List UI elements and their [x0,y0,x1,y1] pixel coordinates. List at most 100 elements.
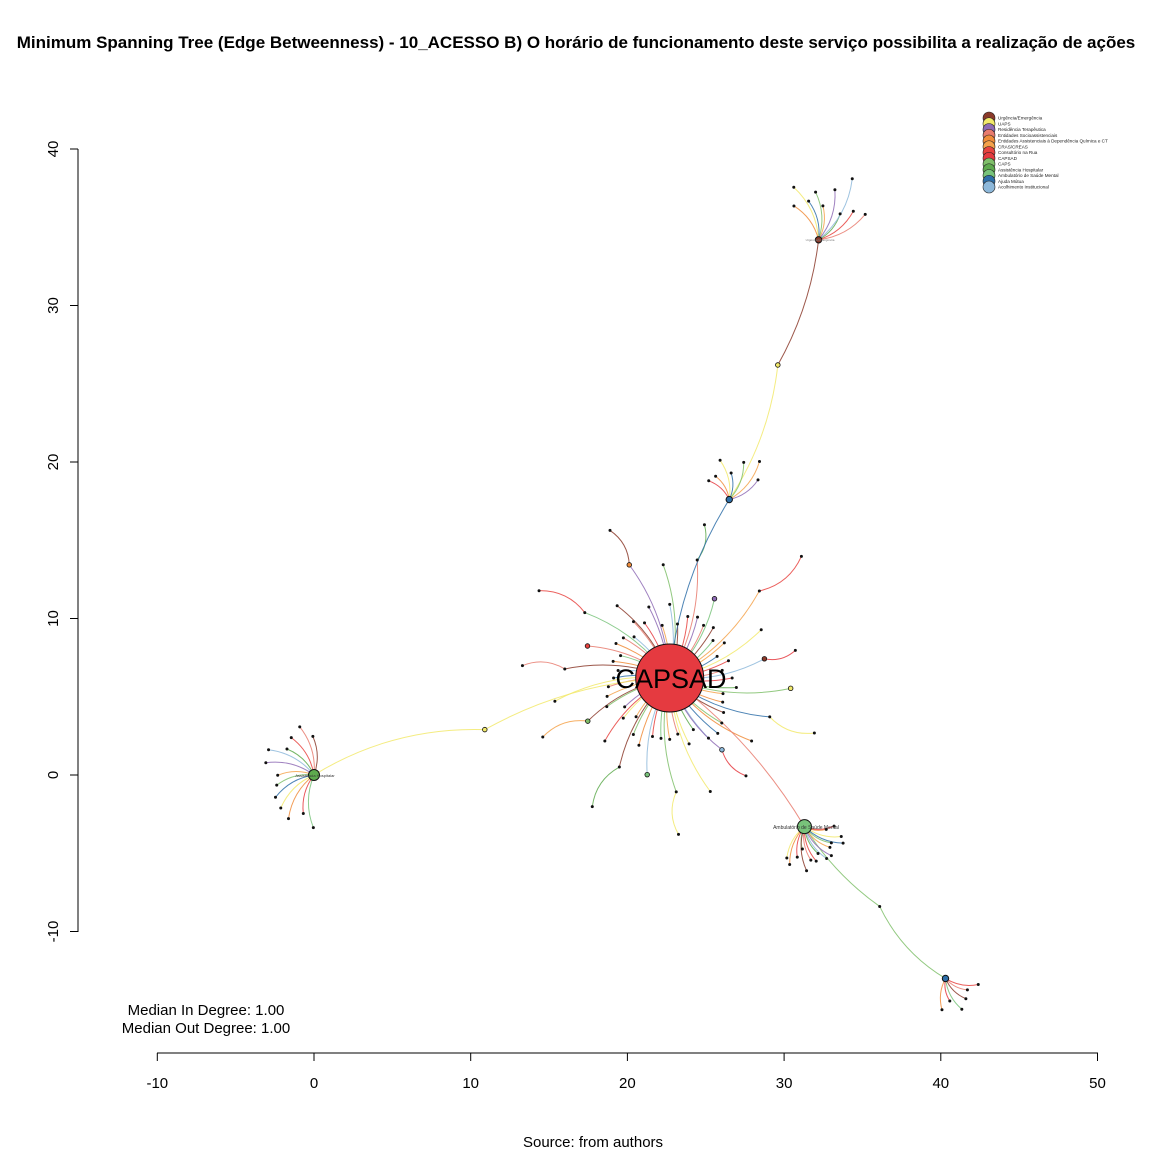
leaf-node [716,731,720,735]
leaf-node [520,664,524,668]
graph-edge [728,364,779,500]
leaf-node [800,847,804,851]
leaf-node [863,212,867,216]
leaf-node [708,790,712,794]
leaf-node [792,185,796,189]
leaf-node [621,716,625,720]
leaf-node [964,997,968,1001]
leaf-node [720,668,724,672]
leaf-node [623,705,627,709]
y-tick-label: -10 [45,921,62,943]
x-tick-label: 0 [310,1075,318,1092]
leaf-node [676,732,680,736]
legend-label: Entidades Socioassistenciais [998,133,1058,138]
intermediate-node [644,771,650,778]
leaf-node [537,589,541,593]
leaf-node [706,736,710,740]
center-node [635,643,705,713]
hub-node [814,236,823,244]
graph-edge [818,213,866,241]
leaf-node [805,869,809,873]
legend-label: CAPSAD [998,156,1018,161]
x-tick-label: 10 [462,1075,479,1092]
y-ticks: -10 0 10 20 30 40 [45,141,78,943]
leaf-node [634,715,638,719]
leaf-node [878,904,882,908]
leaf-node [824,827,828,831]
center-node-label: CAPSAD [615,664,726,694]
x-tick-label: -10 [146,1075,168,1092]
hub-label-hospital: Assistência Hospitalar [295,773,335,778]
leaf-node [677,832,681,836]
leaf-node [311,734,315,738]
leaf-node [715,654,719,658]
leaf-node [583,611,587,615]
leaf-node [606,685,610,689]
y-tick-label: 30 [45,297,62,314]
legend-label: UAPS [998,121,1011,126]
leaf-node [267,748,271,752]
leaf-node [275,783,279,787]
leaf-node [274,795,278,799]
graph-edge [777,239,820,366]
leaf-node [668,602,672,606]
leaf-node [839,835,843,839]
hub-node [308,769,320,781]
graph-edge [759,556,802,592]
leaf-node [726,659,730,663]
intermediate-node [761,656,768,662]
leaf-node [832,824,836,828]
leaf-node [807,199,811,203]
intermediate-node [719,747,725,753]
legend-label: CAPS [998,162,1011,167]
leaf-node [590,805,594,809]
intermediate-node [482,726,488,733]
leaf-node [799,554,803,558]
leaf-node [298,725,302,729]
leaf-node [311,826,315,830]
plot-title: Minimum Spanning Tree (Edge Betweenness)… [17,33,1136,52]
leaf-node [661,563,665,567]
leaf-node [286,817,290,821]
graph-edge [818,210,854,241]
leaf-node [722,641,726,645]
graph-edge [721,749,747,777]
leaf-node [637,743,641,747]
leaf-node [960,1007,964,1011]
leaf-node [616,669,620,673]
leaf-node [614,641,618,645]
leaf-node [276,773,280,777]
leaf-node [686,614,690,618]
y-tick-label: 10 [45,610,62,627]
leaf-node [718,458,722,462]
leaf-node [821,204,825,208]
legend-label: Ambulatório de Saúde Mental [998,173,1059,178]
leaf-node [750,739,754,743]
leaf-node [660,623,664,627]
legend-label: Ajuda Mútua [998,179,1024,184]
leaf-node [795,855,799,859]
nodes [264,177,980,1012]
leaf-node [711,639,715,643]
leaf-node [612,676,616,680]
leaf-node [702,523,706,527]
leaf-node [279,806,283,810]
graph-edge [671,791,679,835]
leaf-node [711,626,715,630]
legend-label: Assistência Hospitalar [998,167,1044,172]
graph-edge [522,661,566,670]
leaf-node [696,615,700,619]
leaf-node [940,1008,944,1012]
leaf-node [744,774,748,778]
leaf-node [605,705,609,709]
leaf-node [812,731,816,735]
leaf-node [553,699,557,703]
leaf-node [841,841,845,845]
leaf-node [632,635,636,639]
leaf-node [619,654,623,658]
leaf-node [948,999,952,1003]
leaf-node [707,479,711,483]
x-tick-label: 40 [932,1075,949,1092]
leaf-node [734,686,738,690]
